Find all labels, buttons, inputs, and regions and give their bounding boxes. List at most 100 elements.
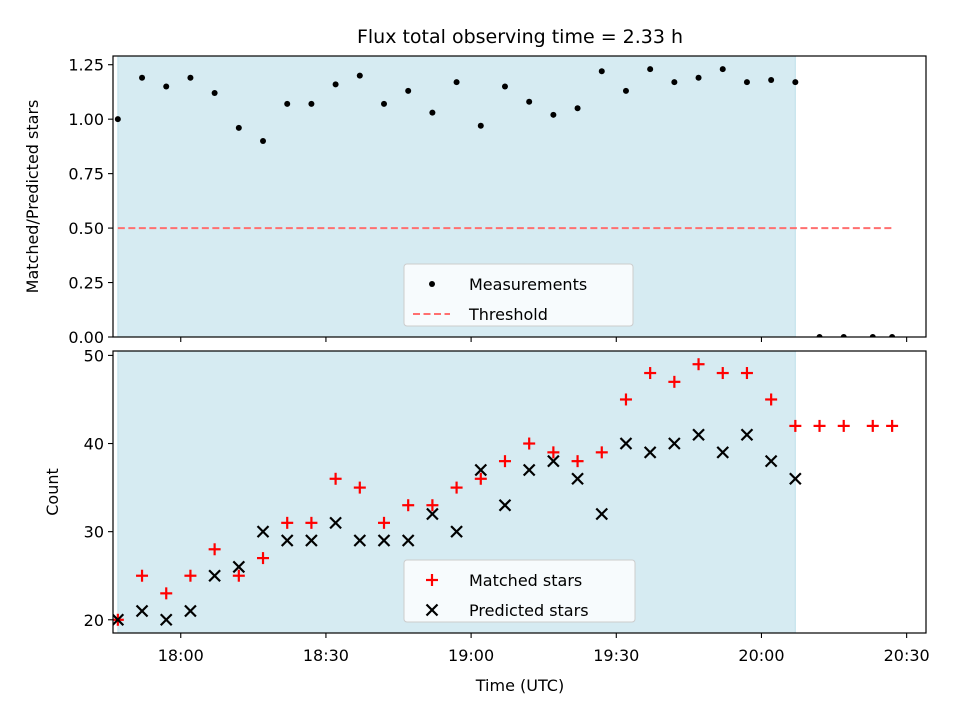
- matched-stars-point: [740, 367, 753, 380]
- legend-entry-matched-stars: Matched stars: [426, 571, 582, 590]
- predicted-stars-point: [113, 613, 125, 627]
- y-axis-title: Matched/Predicted stars: [23, 100, 42, 294]
- legend-entry-predicted-stars: Predicted stars: [425, 601, 589, 620]
- x-tick-label: 19:00: [448, 646, 494, 665]
- legend-entry-measurements: Measurements: [429, 275, 587, 294]
- measurements-point: [114, 116, 121, 123]
- predicted-stars-point: [716, 446, 730, 459]
- measurements-point: [869, 334, 876, 337]
- measurements-point: [768, 76, 775, 83]
- legend-box: [403, 263, 634, 327]
- matched-stars-point: [716, 367, 729, 380]
- measurements-point: [235, 124, 242, 131]
- matched-stars-point: [426, 499, 439, 512]
- axes-frame: [112, 350, 927, 634]
- y-tick-label: 40: [84, 435, 104, 454]
- measurements-point: [501, 83, 508, 90]
- matched-stars-point: [305, 516, 318, 529]
- y-tick-label: 0.75: [68, 165, 104, 184]
- predicted-stars-point: [401, 534, 415, 547]
- legend: Measurements Threshold: [403, 263, 634, 327]
- measurements-point: [792, 79, 799, 86]
- matched-stars-point: [208, 543, 221, 556]
- measurements-point: [260, 137, 267, 144]
- measurements-point: [477, 122, 484, 129]
- matched-stars-point: [450, 481, 463, 494]
- measurements-point: [526, 98, 533, 105]
- measurements-point: [598, 68, 605, 75]
- y-tick-label: 50: [84, 346, 104, 365]
- legend: Matched stars Predicted stars: [403, 559, 636, 623]
- predicted-stars-point: [256, 525, 270, 538]
- matched-stars-point: [692, 358, 705, 371]
- y-tick-label: 0.00: [68, 328, 104, 347]
- measurements-point: [381, 100, 387, 107]
- predicted-stars-point: [353, 534, 367, 547]
- matched-stars-point: [232, 569, 245, 582]
- predicted-stars-point: [135, 604, 149, 618]
- x-axis-title: Time (UTC): [475, 676, 564, 695]
- legend-marker: [426, 574, 438, 586]
- y-tick-label: 1.00: [68, 110, 104, 129]
- measurements-point: [332, 81, 339, 88]
- y-tick-label: 20: [84, 611, 104, 630]
- measurements-point: [284, 100, 291, 107]
- measurements-point: [453, 79, 460, 86]
- x-tick-label: 19:30: [593, 646, 639, 665]
- measurements-point: [187, 74, 194, 81]
- matched-stars-point: [789, 419, 802, 432]
- legend-marker: [425, 603, 439, 617]
- x-tick-label: 20:00: [738, 646, 784, 665]
- matched-stars-point: [257, 552, 270, 565]
- y-tick-label: 30: [84, 523, 104, 542]
- legend-label: Matched stars: [469, 571, 582, 590]
- plot-area: [113, 358, 899, 627]
- x-tick-label: 18:00: [158, 646, 204, 665]
- matched-stars-point: [668, 375, 681, 388]
- measurements-point: [429, 109, 436, 116]
- legend-label: Measurements: [469, 275, 587, 294]
- y-tick-label: 1.25: [68, 56, 104, 75]
- predicted-stars-point: [595, 507, 609, 521]
- measurements-point: [719, 66, 726, 73]
- legend-box: [403, 559, 636, 623]
- predicted-stars-point: [305, 534, 318, 547]
- y-tick-label: 0.25: [68, 274, 104, 293]
- matched-stars-point: [765, 393, 778, 406]
- matched-stars-point: [523, 437, 536, 450]
- ratio-panel: 0.00 0.25 0.50 0.75 1.00 1.25 Matched/Predicte…: [23, 55, 927, 347]
- measurements-point: [695, 74, 702, 81]
- predicted-stars-point: [232, 560, 246, 574]
- predicted-stars-point: [377, 534, 391, 547]
- predicted-stars-point: [474, 463, 488, 477]
- legend-entry-threshold: Threshold: [413, 305, 548, 324]
- matched-stars-point: [837, 419, 850, 432]
- matched-stars-point: [813, 419, 826, 432]
- measurements-point: [816, 334, 823, 337]
- measurements-point: [840, 334, 847, 337]
- measurements-point: [139, 74, 146, 81]
- predicted-stars-point: [426, 507, 439, 521]
- predicted-stars-point: [740, 428, 754, 441]
- matched-stars-point: [402, 499, 415, 512]
- legend-label: Predicted stars: [469, 601, 589, 620]
- predicted-stars-point: [692, 428, 705, 441]
- axes-frame: [112, 55, 927, 338]
- predicted-stars-point: [159, 613, 173, 627]
- matched-stars-point: [498, 455, 511, 468]
- y-axis-title: Count: [43, 468, 62, 516]
- measurements-point: [211, 90, 218, 97]
- matched-stars-point: [644, 367, 657, 380]
- matched-stars-point: [866, 419, 879, 432]
- predicted-stars-point: [668, 437, 681, 450]
- legend-marker: [429, 281, 435, 287]
- predicted-stars-point: [789, 472, 802, 486]
- predicted-stars-point: [643, 446, 657, 459]
- predicted-stars-point: [522, 463, 536, 477]
- matched-stars-point: [160, 587, 173, 600]
- matched-stars-point: [886, 419, 899, 432]
- matched-stars-point: [378, 516, 390, 529]
- plot-area: [114, 66, 896, 337]
- predicted-stars-point: [498, 498, 512, 512]
